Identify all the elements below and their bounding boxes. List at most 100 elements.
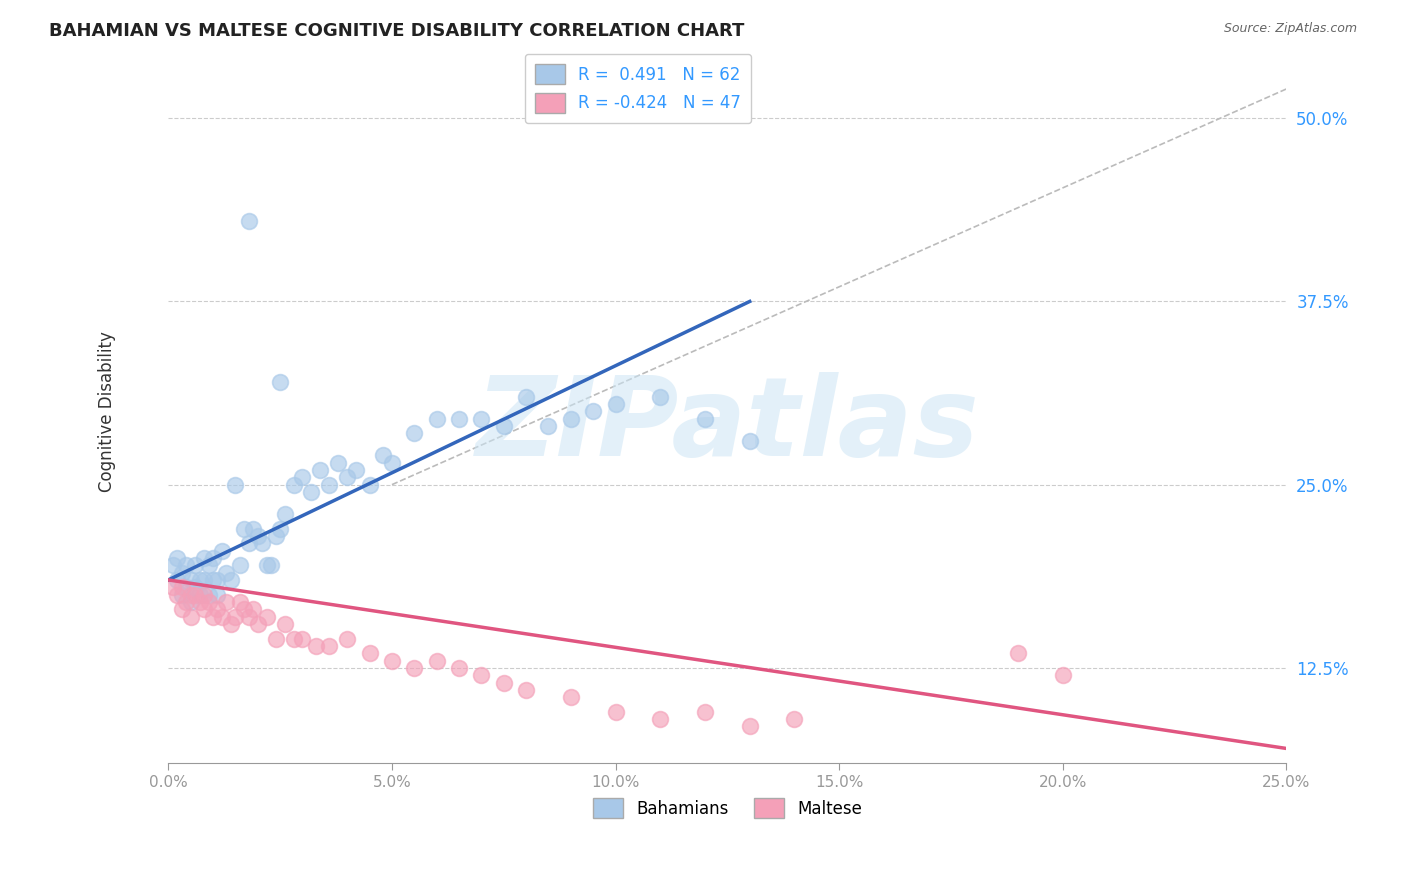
Point: [170, 602, 193, 616]
Point: [174, 580, 197, 594]
Point: [188, 595, 211, 609]
Point: [180, 609, 202, 624]
Point: [184, 580, 207, 594]
Text: BAHAMIAN VS MALTESE COGNITIVE DISABILITY CORRELATION CHART: BAHAMIAN VS MALTESE COGNITIVE DISABILITY…: [49, 22, 745, 40]
Point: [162, 580, 184, 594]
Point: [1007, 646, 1029, 660]
Point: [202, 550, 225, 565]
Point: [273, 507, 295, 521]
Point: [371, 448, 394, 462]
Legend: Bahamians, Maltese: Bahamians, Maltese: [586, 791, 869, 825]
Point: [299, 485, 322, 500]
Point: [582, 404, 605, 418]
Point: [174, 558, 197, 573]
Point: [447, 411, 470, 425]
Point: [515, 682, 537, 697]
Point: [291, 632, 314, 646]
Point: [229, 558, 252, 573]
Point: [318, 477, 340, 491]
Point: [359, 477, 381, 491]
Point: [207, 602, 229, 616]
Point: [328, 456, 350, 470]
Point: [162, 558, 184, 573]
Point: [470, 411, 492, 425]
Point: [197, 588, 219, 602]
Point: [650, 712, 672, 726]
Point: [515, 390, 537, 404]
Point: [207, 573, 229, 587]
Point: [283, 477, 305, 491]
Point: [381, 654, 404, 668]
Point: [309, 463, 332, 477]
Point: [197, 558, 219, 573]
Point: [238, 536, 260, 550]
Point: [260, 558, 283, 573]
Point: [447, 661, 470, 675]
Point: [470, 668, 492, 682]
Point: [233, 522, 256, 536]
Point: [359, 646, 381, 660]
Point: [273, 616, 295, 631]
Point: [605, 397, 627, 411]
Point: [560, 690, 582, 705]
Point: [246, 616, 269, 631]
Point: [318, 639, 340, 653]
Point: [197, 595, 219, 609]
Point: [166, 588, 188, 602]
Point: [404, 661, 426, 675]
Point: [184, 558, 207, 573]
Point: [305, 639, 328, 653]
Point: [738, 434, 761, 448]
Point: [264, 529, 287, 543]
Point: [492, 675, 515, 690]
Point: [242, 602, 264, 616]
Point: [783, 712, 806, 726]
Point: [605, 705, 627, 719]
Point: [246, 529, 269, 543]
Point: [269, 375, 291, 389]
Point: [188, 573, 211, 587]
Point: [202, 573, 225, 587]
Point: [193, 550, 215, 565]
Point: [242, 522, 264, 536]
Text: Source: ZipAtlas.com: Source: ZipAtlas.com: [1223, 22, 1357, 36]
Point: [336, 632, 359, 646]
Point: [256, 609, 278, 624]
Point: [238, 214, 260, 228]
Point: [180, 595, 202, 609]
Point: [166, 550, 188, 565]
Point: [215, 595, 238, 609]
Point: [537, 419, 560, 434]
Point: [170, 588, 193, 602]
Point: [211, 609, 233, 624]
Point: [738, 719, 761, 733]
Point: [344, 463, 367, 477]
Point: [180, 588, 202, 602]
Point: [174, 595, 197, 609]
Point: [224, 477, 246, 491]
Point: [693, 411, 716, 425]
Point: [238, 609, 260, 624]
Point: [180, 573, 202, 587]
Point: [264, 632, 287, 646]
Point: [404, 426, 426, 441]
Point: [193, 573, 215, 587]
Point: [184, 588, 207, 602]
Point: [166, 573, 188, 587]
Point: [215, 566, 238, 580]
Point: [1052, 668, 1074, 682]
Text: ZIPatlas: ZIPatlas: [475, 372, 979, 479]
Point: [202, 609, 225, 624]
Point: [291, 470, 314, 484]
Point: [250, 536, 273, 550]
Point: [381, 456, 404, 470]
Point: [193, 602, 215, 616]
Point: [219, 573, 242, 587]
Point: [233, 602, 256, 616]
Point: [693, 705, 716, 719]
Point: [426, 654, 449, 668]
Point: [170, 580, 193, 594]
Point: [193, 588, 215, 602]
Point: [188, 588, 211, 602]
Point: [650, 390, 672, 404]
